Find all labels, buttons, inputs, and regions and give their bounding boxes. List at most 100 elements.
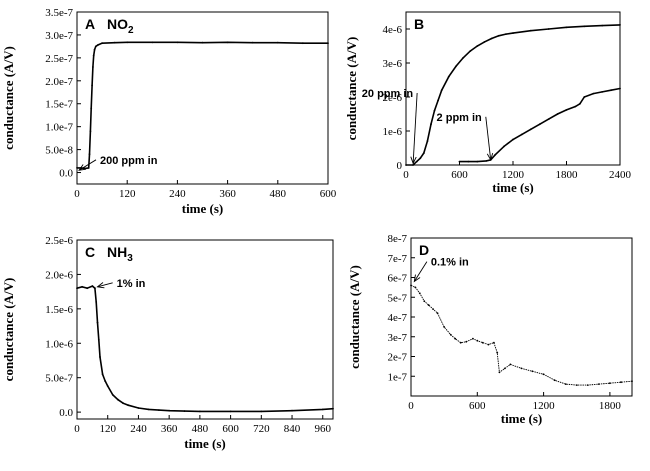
y-tick-label: 6e-7	[387, 273, 407, 285]
data-point	[199, 410, 201, 413]
data-point	[321, 408, 324, 411]
data-point	[137, 407, 140, 409]
data-point	[583, 96, 586, 98]
data-point	[91, 285, 94, 287]
y-tick-label: 5.0e-7	[45, 373, 73, 385]
data-point	[96, 321, 99, 324]
data-point	[327, 42, 329, 45]
panel-letter: D	[419, 242, 429, 258]
data-point	[158, 409, 160, 411]
x-tick-label: 2400	[609, 169, 632, 181]
data-point	[426, 140, 429, 143]
data-point	[472, 337, 474, 340]
annotation-label: 0.1% in	[431, 257, 469, 269]
x-tick-label: 1200	[502, 169, 525, 181]
x-tick-label: 600	[222, 423, 239, 435]
data-point	[447, 75, 450, 78]
data-point	[503, 145, 505, 148]
data-point	[553, 379, 556, 382]
series-line-0	[410, 284, 633, 386]
panel-d: 0 600 1200 1800 1e-7 2e-7 3e-7 4e-7 5e-7 6e-7 7e-7…	[347, 233, 633, 426]
annotation-label: 200 ppm in	[100, 155, 158, 167]
x-tick-label: 960	[315, 423, 332, 435]
panel-letter: C	[85, 244, 95, 260]
data-point	[490, 37, 493, 40]
data-point	[76, 287, 78, 290]
panel-letter: A	[85, 16, 95, 32]
gas-label: NH3	[107, 244, 133, 264]
x-tick-label: 0	[408, 400, 414, 412]
gas-formula: NH	[107, 244, 127, 260]
y-tick-label: 2.5e-7	[45, 53, 73, 65]
annotation-arrow	[97, 282, 113, 288]
data-point	[97, 338, 100, 341]
data-point	[151, 41, 154, 44]
data-point	[579, 102, 581, 105]
data-point	[547, 118, 550, 120]
y-tick-label: 1.5e-6	[45, 304, 73, 316]
y-tick-label: 5.0e-8	[45, 145, 73, 157]
gas-subscript: 3	[127, 253, 133, 264]
data-point	[565, 26, 568, 29]
x-tick-label: 1200	[533, 400, 556, 412]
data-point	[601, 91, 604, 93]
data-point	[405, 164, 407, 166]
x-tick-label: 0	[403, 169, 409, 181]
data-point	[575, 384, 578, 386]
panel-a: 0 120 240 360 480 600 0.0 5.0e-8 1.0e-7 1.5e-7 2.0…	[1, 7, 337, 216]
data-point	[592, 92, 595, 95]
series-line-0	[77, 41, 328, 170]
y-tick-label: 0.0	[59, 168, 73, 180]
panel-letter: B	[414, 16, 424, 32]
x-tick-label: 120	[119, 188, 136, 200]
annotation-arrow	[412, 92, 418, 164]
data-point	[432, 308, 434, 310]
data-point	[620, 381, 622, 384]
x-tick-label: 600	[320, 188, 337, 200]
y-tick-label: 2.5e-6	[45, 235, 73, 247]
data-point	[111, 394, 114, 396]
y-tick-label: 1e-7	[387, 371, 407, 383]
gas-subscript: 2	[128, 25, 134, 36]
y-tick-label: 4e-6	[382, 24, 402, 36]
data-point	[469, 50, 472, 52]
data-point	[91, 84, 93, 87]
data-point	[462, 57, 464, 59]
panel-b: 0 600 1200 1800 2400 0 1e-6 2e-6 3e-6 4e-6 time (s…	[344, 11, 632, 195]
x-tick-label: 840	[284, 423, 301, 435]
data-point	[423, 300, 426, 303]
data-point	[430, 123, 432, 126]
data-point	[458, 160, 461, 163]
data-point	[505, 33, 507, 35]
y-axis-label: conductance (A/V)	[344, 37, 359, 141]
data-point	[87, 167, 90, 169]
data-point	[556, 113, 559, 115]
x-tick-label: 480	[192, 423, 209, 435]
annotation-arrow	[485, 116, 492, 160]
y-tick-label: 8e-7	[387, 233, 407, 245]
y-tick-label: 2e-6	[382, 92, 402, 104]
x-tick-label: 240	[169, 188, 186, 200]
data-point	[454, 337, 457, 340]
annotation-arrowhead	[413, 274, 421, 283]
y-tick-label: 0	[397, 160, 403, 172]
data-point	[586, 384, 589, 386]
data-point	[147, 408, 150, 411]
data-point	[93, 48, 96, 51]
data-point	[410, 284, 412, 287]
data-point	[168, 409, 171, 412]
data-point	[498, 371, 501, 374]
x-tick-label: 600	[469, 400, 486, 412]
data-point	[427, 304, 430, 306]
x-axis-label: time (s)	[492, 180, 534, 195]
data-point	[512, 138, 514, 141]
series-line-0	[76, 285, 334, 413]
data-point	[418, 292, 421, 295]
y-tick-label: 5e-7	[387, 292, 407, 304]
data-point	[509, 363, 512, 366]
panel-c: 0 120 240 360 480 600 720 840 960 0.0 5.0e-7 1.0e-6…	[1, 235, 334, 451]
plot-frame	[76, 11, 329, 185]
data-point	[127, 404, 130, 407]
data-point	[183, 410, 186, 412]
